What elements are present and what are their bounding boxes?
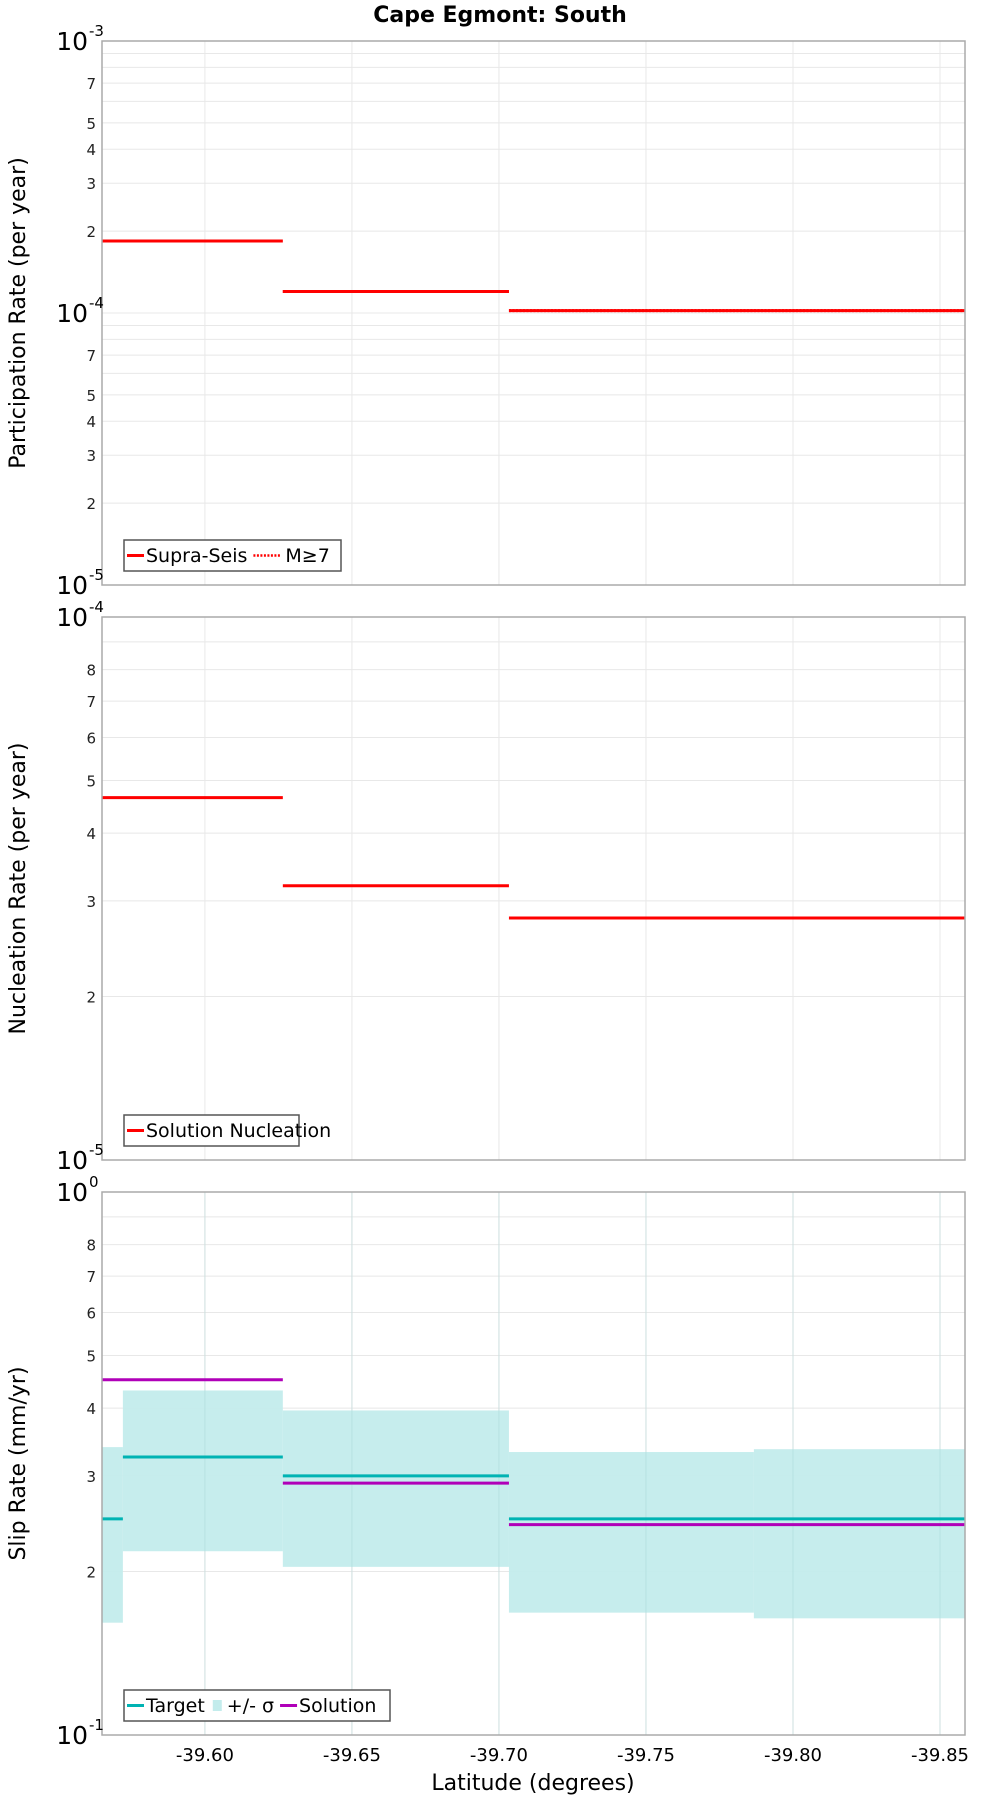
- x-tick-label: -39.65: [323, 1745, 381, 1766]
- sigma-band: [122, 1390, 283, 1552]
- legend-label: Target: [145, 1695, 205, 1717]
- y-tick-label: 2: [86, 1564, 96, 1582]
- y-tick-label: 3: [86, 447, 96, 465]
- y-decade-label: 10: [56, 1721, 88, 1750]
- x-tick-label: -39.75: [617, 1745, 675, 1766]
- series-m-7: [102, 239, 965, 313]
- y-tick-label: 7: [86, 1268, 96, 1286]
- x-tick-label: -39.60: [176, 1745, 234, 1766]
- y-tick-label: 5: [86, 115, 96, 133]
- y-tick-label: 3: [86, 893, 96, 911]
- legend-label: Solution: [299, 1695, 376, 1717]
- y-tick-label: 4: [86, 413, 96, 431]
- y-decade-exponent: -4: [89, 598, 104, 616]
- legend: Target +/- σ Solution: [123, 1689, 391, 1722]
- y-tick-label: 5: [86, 772, 96, 790]
- y-tick-label: 5: [86, 387, 96, 405]
- y-decade-label: 10: [56, 1178, 88, 1207]
- y-tick-label: 8: [86, 662, 96, 680]
- y-decade-exponent: 0: [89, 1173, 99, 1191]
- y-decade-exponent: -3: [89, 22, 104, 40]
- y-tick-label: 2: [86, 495, 96, 513]
- legend: Solution Nucleation: [123, 1114, 331, 1147]
- sigma-band: [282, 1410, 509, 1567]
- legend-swatch-band: [212, 1700, 222, 1711]
- y-decade-exponent: -4: [89, 294, 104, 312]
- plot-frame: [101, 1191, 966, 1736]
- plot-frame: [101, 40, 966, 586]
- sigma-band: [508, 1452, 754, 1613]
- y-tick-label: 7: [86, 693, 96, 711]
- x-tick-label: -39.85: [911, 1745, 969, 1766]
- legend: Supra-Seis M≥7: [123, 539, 342, 572]
- y-axis-label: Nucleation Rate (per year): [6, 743, 31, 1035]
- y-decade-exponent: -5: [89, 566, 104, 584]
- x-tick-labels: -39.60 -39.65 -39.70 -39.75 -39.80 -39.85: [176, 1745, 969, 1766]
- y-axis-label: Slip Rate (mm/yr): [6, 1366, 31, 1560]
- y-decade-label: 10: [56, 571, 88, 600]
- y-decade-label: 10: [56, 603, 88, 632]
- legend-label: M≥7: [285, 545, 329, 567]
- y-tick-label: 5: [86, 1347, 96, 1365]
- y-decade-label: 10: [56, 299, 88, 328]
- y-tick-label: 2: [86, 989, 96, 1007]
- plot-frame: [101, 616, 966, 1161]
- series-solution-nucleation: [102, 796, 965, 920]
- grid-lines: [102, 617, 965, 1160]
- y-decade-label: 10: [56, 27, 88, 56]
- y-tick-label: 4: [86, 825, 96, 843]
- y-tick-label: 3: [86, 175, 96, 193]
- legend-label: Supra-Seis: [146, 545, 247, 567]
- y-tick-label: 7: [86, 347, 96, 365]
- y-tick-label: 3: [86, 1468, 96, 1486]
- legend-label: Solution Nucleation: [146, 1120, 331, 1142]
- y-tick-label: 4: [86, 1400, 96, 1418]
- plot-area: [102, 617, 965, 1160]
- x-axis-label: Latitude (degrees): [431, 1771, 634, 1796]
- legend-label: +/- σ: [227, 1695, 274, 1717]
- y-tick-label: 4: [86, 141, 96, 159]
- series-solution: [102, 1378, 965, 1527]
- y-decade-label: 10: [56, 1146, 88, 1175]
- y-tick-label: 6: [86, 1304, 96, 1322]
- sigma-band: [753, 1449, 965, 1619]
- x-tick-label: -39.80: [764, 1745, 822, 1766]
- chart-title: Cape Egmont: South: [373, 3, 627, 28]
- y-tick-label: 8: [86, 1237, 96, 1255]
- y-decade-exponent: -5: [89, 1141, 104, 1159]
- y-tick-label: 6: [86, 729, 96, 747]
- y-tick-label: 7: [86, 75, 96, 93]
- sigma-band: [102, 1447, 123, 1623]
- x-tick-label: -39.70: [470, 1745, 528, 1766]
- y-decade-exponent: -1: [89, 1716, 104, 1734]
- series-target: [102, 1455, 965, 1521]
- y-tick-label: 2: [86, 223, 96, 241]
- y-axis-label: Participation Rate (per year): [6, 157, 31, 469]
- grid-lines: [102, 41, 965, 585]
